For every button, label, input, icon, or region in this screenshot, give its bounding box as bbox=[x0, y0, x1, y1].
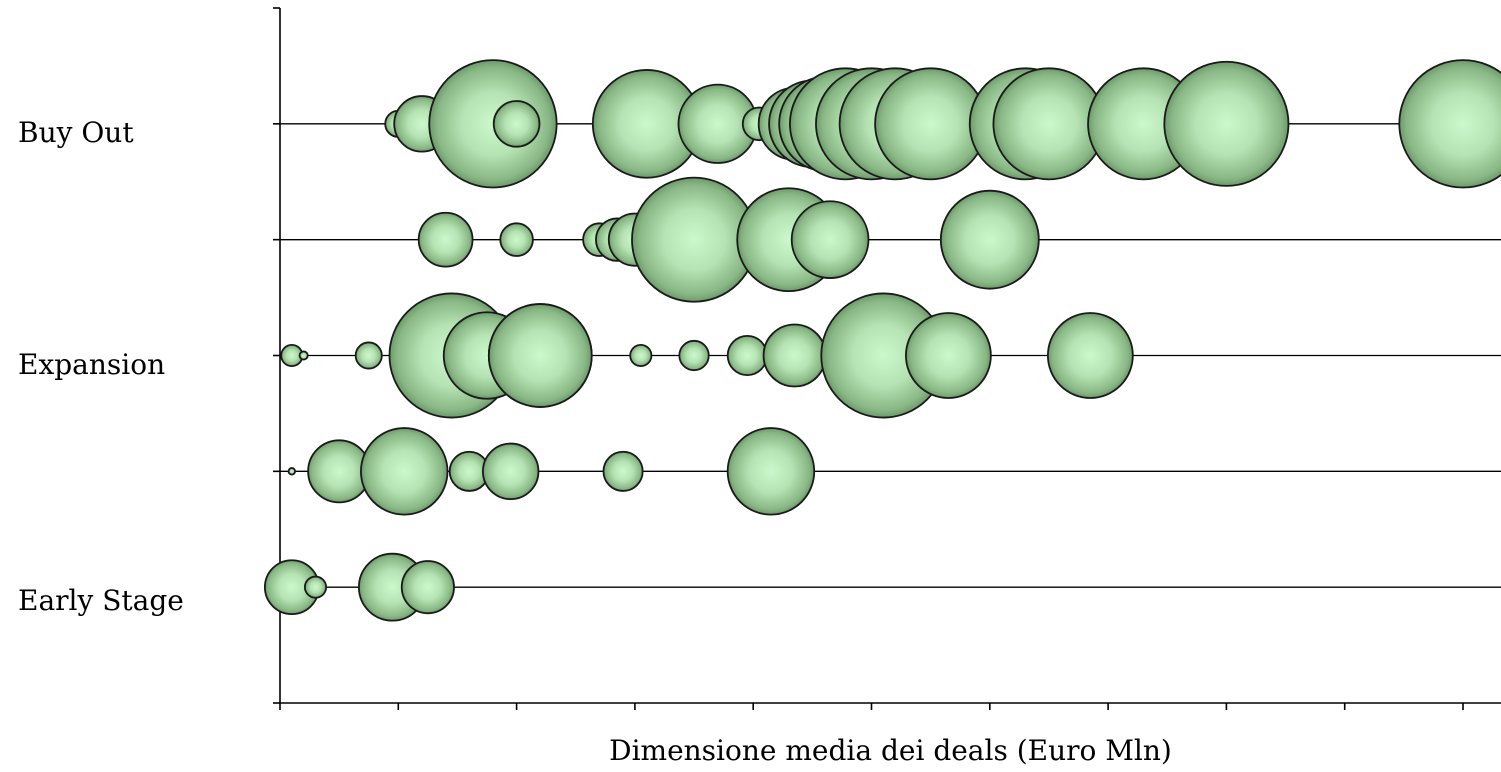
bubble bbox=[492, 100, 541, 148]
bubble bbox=[1046, 312, 1134, 399]
y-category-label: Expansion bbox=[18, 348, 166, 381]
bubble bbox=[939, 189, 1040, 290]
bubble bbox=[400, 560, 455, 615]
bubble bbox=[287, 467, 296, 476]
bubble bbox=[1398, 59, 1501, 189]
bubble bbox=[482, 442, 540, 500]
bubble bbox=[499, 222, 534, 257]
bubble bbox=[360, 427, 449, 516]
bubble bbox=[303, 575, 328, 599]
bubble bbox=[298, 350, 309, 361]
bubble bbox=[726, 427, 816, 516]
bubble bbox=[487, 303, 593, 408]
x-axis-title: Dimensione media dei deals (Euro Mln) bbox=[609, 734, 1172, 767]
bubble bbox=[629, 343, 653, 368]
bubble bbox=[417, 211, 474, 268]
bubble bbox=[354, 341, 383, 370]
bubble bbox=[602, 450, 644, 492]
bubble bbox=[905, 312, 992, 399]
bubble bbox=[678, 339, 710, 372]
y-category-label: Early Stage bbox=[18, 584, 184, 617]
y-category-label: Buy Out bbox=[18, 116, 134, 149]
bubble-series bbox=[263, 59, 1501, 622]
bubble bbox=[726, 335, 768, 376]
bubble bbox=[762, 323, 827, 388]
bubble bbox=[790, 200, 870, 279]
bubble bbox=[1163, 60, 1290, 187]
